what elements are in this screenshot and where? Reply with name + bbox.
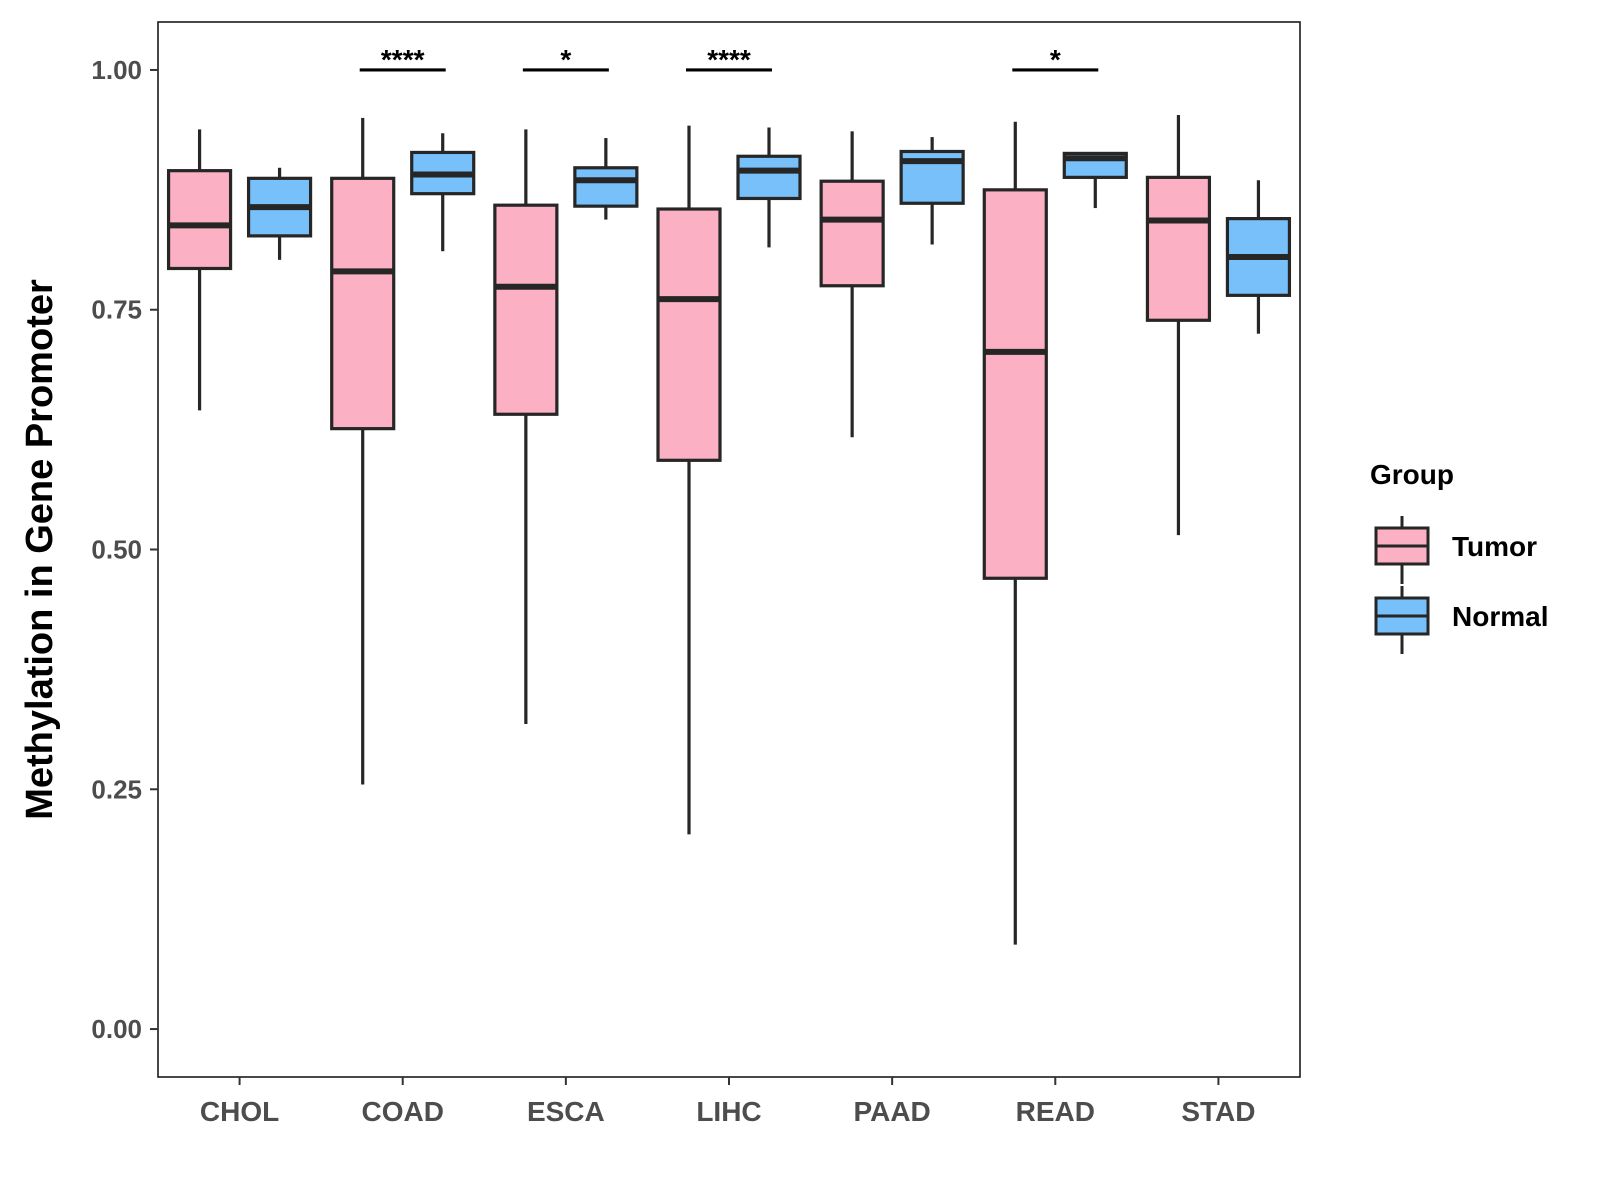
box-iqr [166, 169, 233, 271]
box-tumor-coad [330, 117, 396, 785]
box-iqr [982, 188, 1048, 580]
box-iqr [656, 207, 722, 462]
y-tick-label: 0.75 [91, 295, 142, 325]
x-tick-label: ESCA [527, 1096, 605, 1127]
box-normal-coad [410, 133, 476, 252]
box-iqr [330, 176, 396, 431]
box-iqr [573, 166, 639, 208]
x-tick-label: PAAD [854, 1096, 931, 1127]
significance-label: * [1050, 44, 1061, 75]
legend-entry-normal: Normal [1374, 586, 1548, 654]
significance-lihc: **** [686, 44, 772, 75]
box-tumor-paad [819, 131, 885, 438]
x-tick-label: CHOL [200, 1096, 279, 1127]
box-iqr [1145, 175, 1212, 322]
box-iqr [819, 179, 885, 288]
box-tumor-read [982, 121, 1048, 945]
significance-esca: * [522, 44, 609, 75]
legend-entry-tumor: Tumor [1374, 516, 1537, 584]
box-iqr [736, 154, 802, 201]
box-normal-paad [899, 137, 965, 245]
significance-label: **** [707, 44, 751, 75]
box-tumor-esca [493, 129, 559, 725]
legend-label: Tumor [1452, 531, 1537, 562]
legend-title: Group [1370, 459, 1454, 490]
x-tick-label: COAD [361, 1096, 443, 1127]
x-tick-label: READ [1016, 1096, 1095, 1127]
x-tick-label: STAD [1181, 1096, 1255, 1127]
y-tick-label: 0.00 [91, 1014, 142, 1044]
legend-label: Normal [1452, 601, 1548, 632]
box-normal-read [1062, 151, 1128, 209]
significance-read: * [1012, 44, 1099, 75]
box-iqr [493, 203, 559, 416]
box-tumor-lihc [656, 125, 722, 835]
box-normal-esca [573, 138, 639, 220]
box-normal-lihc [736, 127, 802, 248]
x-tick-label: LIHC [696, 1096, 761, 1127]
significance-label: * [560, 44, 571, 75]
y-axis-title: Methylation in Gene Promoter [19, 279, 61, 820]
y-tick-label: 1.00 [91, 55, 142, 85]
y-tick-label: 0.25 [91, 774, 142, 804]
box-tumor-stad [1145, 115, 1212, 536]
significance-label: **** [381, 44, 425, 75]
plot-panel-border [157, 21, 1301, 1078]
y-tick-label: 0.50 [91, 535, 142, 565]
box-normal-stad [1225, 180, 1292, 334]
box-tumor-chol [166, 129, 233, 411]
box-normal-chol [246, 167, 313, 260]
significance-coad: **** [359, 44, 446, 75]
